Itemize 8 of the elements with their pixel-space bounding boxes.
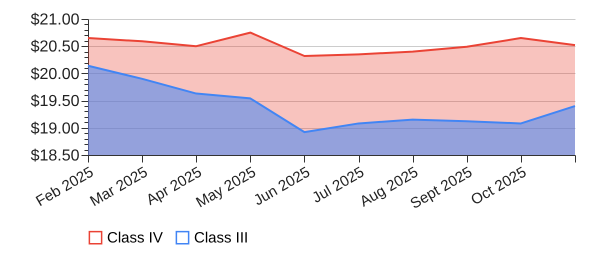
y-tick-label: $19.50	[30, 93, 80, 110]
legend-label: Class III	[194, 230, 248, 247]
y-tick-label: $18.50	[30, 148, 80, 164]
legend-label: Class IV	[107, 230, 163, 247]
y-tick-label: $19.00	[30, 120, 80, 138]
y-tick-label: $20.00	[30, 66, 80, 83]
y-tick-label: $20.50	[30, 38, 80, 56]
y-tick-label: $21.00	[30, 12, 80, 28]
